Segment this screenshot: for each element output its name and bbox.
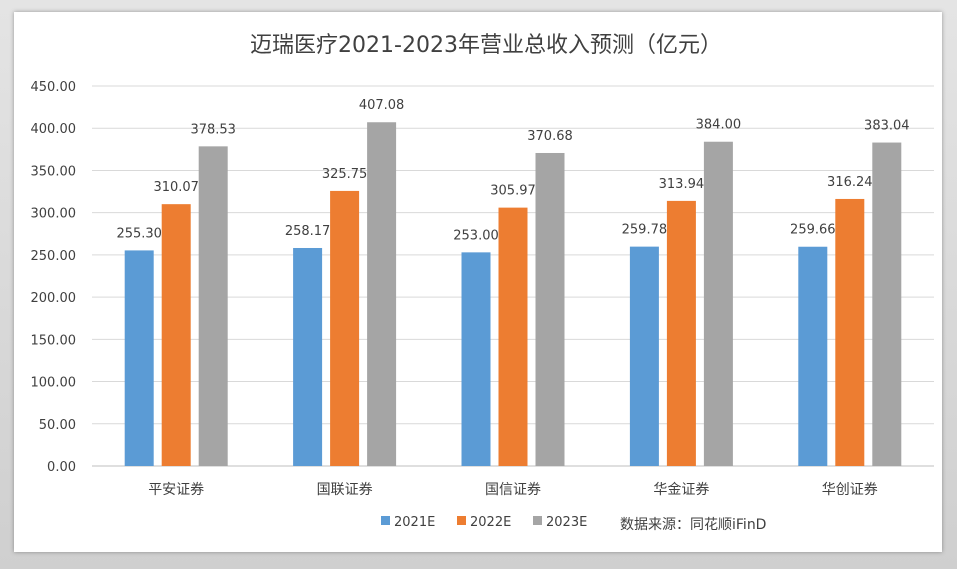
data-label: 259.78 [622,223,668,238]
legend-swatch-2022E [457,516,466,525]
legend-label: 2021E [394,515,435,530]
legend-label: 2022E [470,515,511,530]
x-category-label: 华创证券 [822,482,878,498]
bar-2023E-2 [535,152,565,467]
bar-2022E-2 [498,207,528,466]
legend: 2021E 2022E 2023E [381,515,587,530]
y-tick-label: 200.00 [31,291,77,306]
bars [124,122,902,467]
data-label: 255.30 [116,226,162,241]
data-label: 259.66 [790,223,836,238]
x-category-label: 国联证券 [317,482,373,498]
legend-label: 2023E [546,515,587,530]
data-label: 316.24 [827,175,873,190]
x-category-label: 平安证券 [148,482,204,498]
y-tick-label: 100.00 [31,376,77,391]
legend-swatch-2021E [381,516,390,525]
bar-2022E-0 [161,204,191,466]
data-label: 310.07 [153,180,199,195]
x-category-label: 华金证券 [653,482,709,498]
bar-2021E-4 [798,246,828,466]
data-label: 253.00 [453,228,499,243]
bar-2023E-3 [703,141,733,466]
data-label: 305.97 [490,184,536,199]
bar-2021E-2 [461,252,491,466]
y-tick-label: 350.00 [31,164,77,179]
data-label: 378.53 [190,122,236,137]
source-note: 数据来源：同花顺iFinD [620,517,766,533]
y-tick-label: 450.00 [31,80,77,95]
bar-2022E-3 [666,200,696,466]
y-axis: 0.00 50.00 100.00 150.00 200.00 250.00 300.00 3… [31,80,77,475]
data-label: 258.17 [285,224,331,239]
bar-2023E-4 [872,142,902,466]
data-label: 370.68 [527,129,573,144]
data-label: 384.00 [696,118,742,133]
y-tick-label: 50.00 [39,418,76,433]
y-tick-label: 0.00 [47,460,76,475]
data-label: 313.94 [659,177,705,192]
data-label: 383.04 [864,119,910,134]
data-labels: 255.30 310.07 378.53 258.17 325.75 407.08 253.… [116,98,909,243]
bar-2021E-1 [293,247,323,466]
y-tick-label: 250.00 [31,249,77,264]
y-tick-label: 400.00 [31,122,77,137]
bar-2023E-1 [367,122,397,466]
y-tick-label: 300.00 [31,207,77,222]
chart-title: 迈瑞医疗2021-2023年营业总收入预测（亿元） [250,33,722,58]
data-label: 407.08 [359,98,405,113]
data-label: 325.75 [322,167,368,182]
y-tick-label: 150.00 [31,333,77,348]
bar-2022E-1 [330,190,360,466]
bar-2021E-3 [629,246,659,466]
bar-2022E-4 [835,198,865,467]
legend-swatch-2023E [533,516,542,525]
x-axis: 平安证券 国联证券 国信证券 华金证券 华创证券 [148,482,878,498]
bar-2023E-0 [198,146,228,466]
x-category-label: 国信证券 [485,482,541,498]
bar-2021E-0 [124,250,154,466]
